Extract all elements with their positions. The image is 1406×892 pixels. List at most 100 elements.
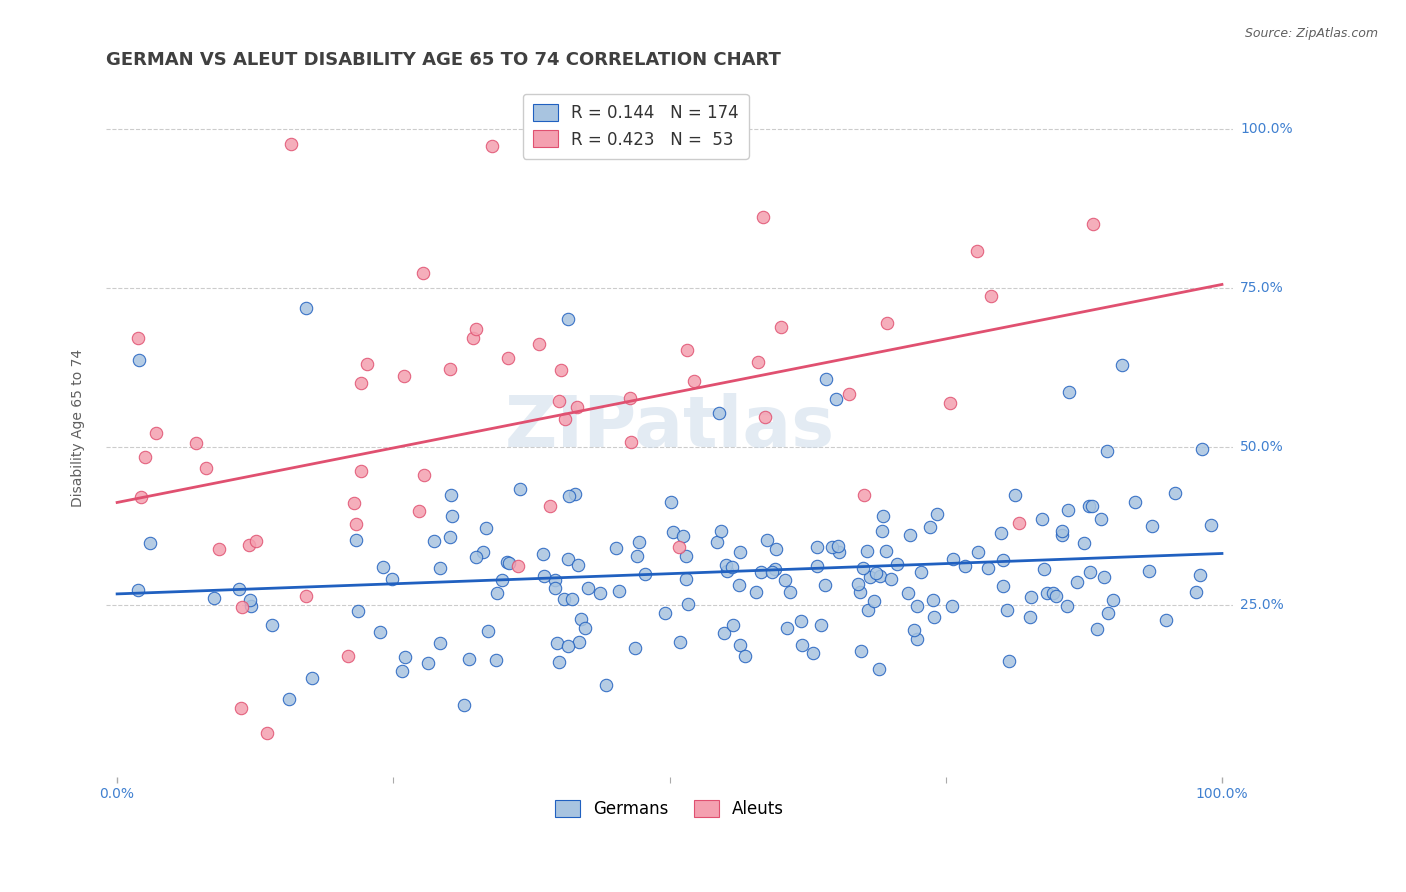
Point — [675, 573, 697, 587]
Point — [202, 591, 225, 606]
Point — [1052, 524, 1074, 538]
Point — [567, 558, 589, 572]
Point — [676, 597, 699, 611]
Point — [886, 557, 908, 571]
Point — [1097, 607, 1119, 621]
Point — [815, 372, 838, 386]
Point — [605, 541, 627, 556]
Point — [967, 545, 990, 559]
Point — [955, 558, 977, 573]
Point — [903, 624, 925, 638]
Point — [343, 496, 366, 510]
Point — [820, 541, 842, 555]
Point — [859, 570, 882, 584]
Point — [875, 544, 897, 558]
Point — [754, 409, 776, 424]
Point — [457, 652, 479, 666]
Point — [145, 425, 167, 440]
Point — [998, 654, 1021, 668]
Point — [1077, 499, 1099, 513]
Point — [280, 136, 302, 151]
Point — [1007, 516, 1029, 531]
Point — [463, 331, 485, 345]
Point — [474, 521, 496, 535]
Point — [938, 396, 960, 410]
Point — [1189, 568, 1212, 582]
Point — [675, 343, 697, 357]
Point — [557, 552, 579, 566]
Point — [440, 488, 463, 502]
Point — [1066, 574, 1088, 589]
Point — [828, 545, 851, 559]
Point — [595, 678, 617, 692]
Point — [853, 487, 876, 501]
Point — [991, 579, 1014, 593]
Point — [849, 644, 872, 658]
Point — [465, 322, 488, 336]
Point — [918, 520, 941, 534]
Point — [1045, 589, 1067, 603]
Text: ZIPatlas: ZIPatlas — [505, 393, 835, 462]
Point — [865, 566, 887, 581]
Point — [905, 599, 928, 613]
Point — [942, 552, 965, 566]
Point — [391, 665, 413, 679]
Point — [129, 491, 152, 505]
Point — [509, 483, 531, 497]
Point — [814, 578, 837, 592]
Point — [543, 581, 565, 595]
Legend: Germans, Aleuts: Germans, Aleuts — [548, 793, 790, 824]
Point — [496, 555, 519, 569]
Point — [568, 635, 591, 649]
Point — [897, 585, 920, 599]
Point — [876, 316, 898, 330]
Point — [498, 557, 520, 571]
Point — [565, 401, 588, 415]
Point — [344, 516, 367, 531]
Point — [668, 540, 690, 554]
Point — [880, 573, 903, 587]
Point — [1080, 499, 1102, 513]
Point — [990, 525, 1012, 540]
Point — [682, 374, 704, 388]
Point — [229, 701, 252, 715]
Point — [1050, 527, 1073, 541]
Point — [898, 528, 921, 542]
Point — [1073, 536, 1095, 550]
Point — [439, 362, 461, 376]
Point — [710, 524, 733, 538]
Point — [531, 548, 554, 562]
Point — [761, 565, 783, 579]
Point — [381, 572, 404, 586]
Point — [747, 355, 769, 369]
Point — [669, 635, 692, 649]
Point — [1090, 512, 1112, 526]
Point — [869, 569, 891, 583]
Text: 75.0%: 75.0% — [1240, 281, 1284, 295]
Point — [720, 560, 742, 574]
Point — [429, 561, 451, 575]
Point — [925, 507, 948, 521]
Point — [550, 362, 572, 376]
Point — [546, 636, 568, 650]
Point — [659, 494, 682, 508]
Point — [453, 698, 475, 713]
Point — [713, 626, 735, 640]
Point — [553, 591, 575, 606]
Point — [672, 529, 695, 543]
Point — [294, 301, 316, 316]
Point — [763, 562, 786, 576]
Point — [256, 726, 278, 740]
Point — [852, 561, 875, 575]
Point — [439, 531, 461, 545]
Point — [128, 353, 150, 368]
Point — [941, 599, 963, 613]
Point — [806, 559, 828, 574]
Point — [607, 584, 630, 599]
Point — [838, 386, 860, 401]
Point — [654, 606, 676, 620]
Point — [239, 599, 262, 613]
Point — [394, 369, 416, 384]
Point — [295, 589, 318, 603]
Point — [870, 524, 893, 539]
